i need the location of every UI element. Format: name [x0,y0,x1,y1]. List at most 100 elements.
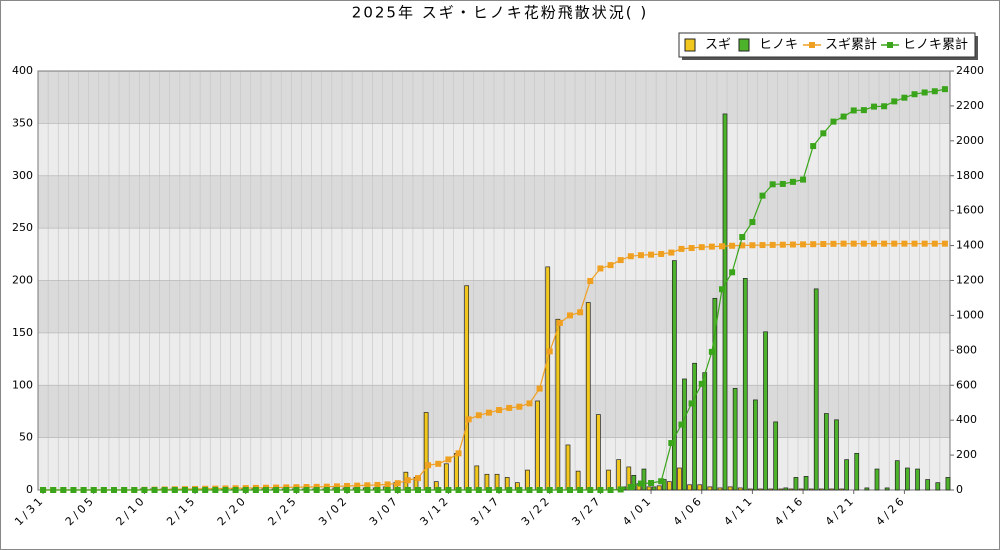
marker [931,88,938,95]
marker [435,460,442,467]
marker [90,487,97,493]
bar [925,479,931,491]
marker [212,487,219,493]
y-tick-label: 300 [12,169,33,182]
marker [465,416,472,423]
y2-tick-label: 2200 [956,99,984,112]
y2-tick-label: 400 [956,413,977,426]
marker [860,107,867,114]
marker [921,89,928,96]
marker [688,245,695,252]
marker [364,482,371,489]
bar [768,488,774,491]
marker [60,487,67,493]
marker [506,404,513,411]
marker [901,94,908,101]
legend-box [678,32,976,58]
marker [526,487,533,493]
marker [293,487,300,493]
marker [800,241,807,248]
bar [773,421,779,491]
marker [577,309,584,316]
bar [864,487,870,491]
marker [881,240,888,247]
marker [192,487,199,493]
marker [617,486,624,493]
marker [384,487,391,493]
marker [830,118,837,125]
bar [732,388,738,491]
y-tick-label: 150 [12,326,33,339]
marker [648,480,655,487]
bar [656,485,662,491]
bar [854,452,860,491]
marker [881,103,888,110]
marker [820,241,827,248]
marker [536,487,543,493]
bar [565,444,571,491]
y2-tick-label: 2000 [956,134,984,147]
bar [945,477,951,491]
marker [313,483,320,490]
bar [682,378,687,491]
marker [789,178,796,185]
bar [596,414,601,491]
bar [813,288,819,491]
bar [444,463,449,491]
marker [607,487,614,493]
marker [668,249,675,256]
marker [708,243,715,250]
marker [698,380,705,387]
marker [567,312,573,319]
bar [935,482,941,491]
marker [769,241,776,248]
marker [516,403,523,410]
legend-label: スギ累計 [825,37,877,53]
bar [641,468,647,491]
marker [506,487,513,493]
marker [273,487,280,493]
bar [884,487,890,491]
bar [915,468,920,491]
marker [719,286,725,293]
marker [516,487,523,493]
y-tick-label: 0 [26,483,33,496]
legend-swatch [809,42,815,48]
legend-swatch [684,38,696,52]
chart-title: 2025年 スギ・ヒノキ花粉飛散状況( ) [352,4,648,22]
bar [717,487,723,491]
y-tick-label: 100 [12,378,33,391]
marker [242,487,249,493]
marker [161,487,168,493]
legend-label: ヒノキ [759,38,798,53]
marker [232,487,239,493]
marker [769,181,776,188]
bar [616,459,622,491]
marker [394,487,401,493]
marker [637,480,644,487]
marker [597,487,604,493]
marker [425,487,432,493]
legend-swatch [887,42,893,48]
marker [941,86,948,93]
marker [485,487,492,493]
y2-tick-label: 1800 [956,169,984,182]
bar [666,481,672,491]
marker [354,482,361,489]
marker [719,243,725,250]
marker [374,481,381,488]
marker [779,180,786,187]
marker [415,487,421,493]
marker [404,487,411,493]
marker [556,487,563,493]
marker [729,269,736,276]
bar [788,488,794,491]
marker [50,487,57,493]
bar [702,372,708,491]
marker [587,278,594,285]
bar [687,484,692,491]
y2-tick-label: 2400 [956,64,984,77]
marker [445,487,452,493]
marker [810,143,817,150]
bar [707,486,713,491]
